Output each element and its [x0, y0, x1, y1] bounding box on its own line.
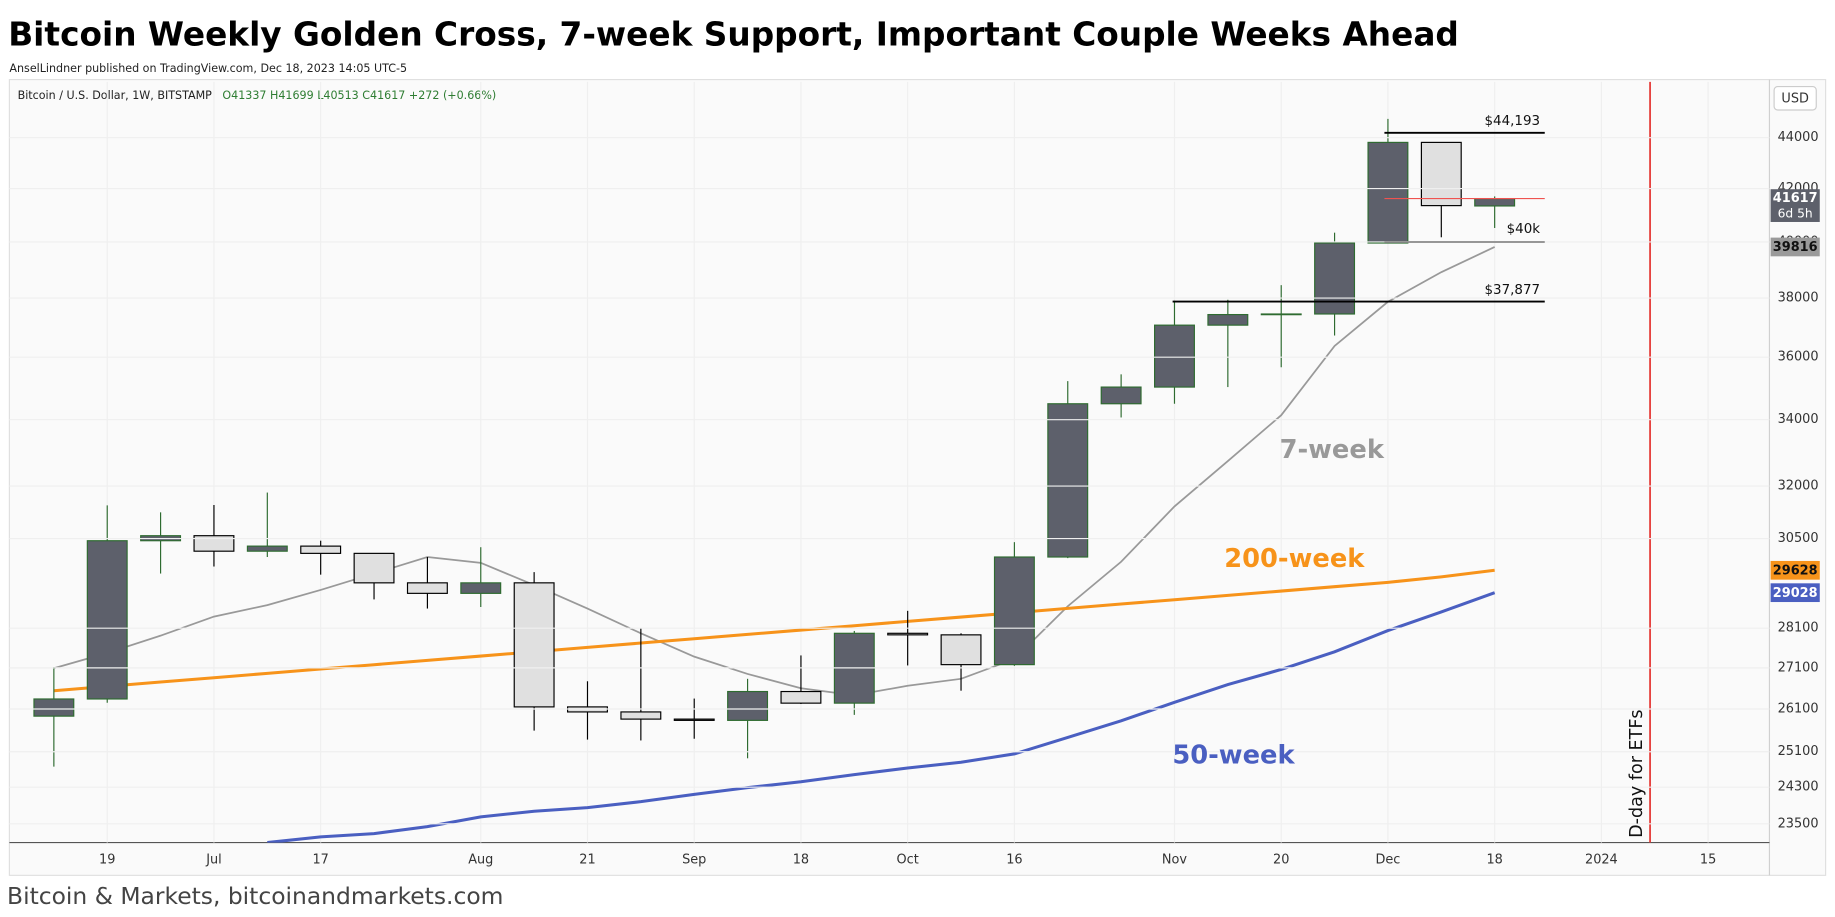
level-label: $37,877	[1484, 283, 1540, 298]
x-tick-label: 21	[579, 853, 595, 868]
candle-body	[353, 552, 395, 584]
series-label: 200-week	[1224, 544, 1365, 574]
candle-body	[1047, 403, 1089, 558]
price-tag-box	[1770, 583, 1820, 603]
candle-body	[513, 582, 555, 708]
x-tick-label: 17	[312, 853, 328, 868]
x-tick-label: 19	[99, 853, 115, 868]
candle-body	[620, 711, 662, 720]
candle-body	[406, 582, 448, 594]
moving-average	[53, 246, 1496, 697]
event-label: D-day for ETFs	[1627, 709, 1647, 837]
y-tick-label: 25100	[1778, 744, 1819, 759]
x-tick-label: Aug	[468, 853, 493, 868]
y-tick-label: 24300	[1778, 780, 1819, 795]
candle-body	[1474, 197, 1516, 207]
price-tag: 29628	[1773, 563, 1818, 578]
candle-body	[460, 582, 502, 594]
candle-body	[33, 698, 75, 717]
footer: Bitcoin & Markets, bitcoinandmarkets.com	[7, 882, 503, 910]
series-label: 7-week	[1280, 435, 1385, 465]
x-tick-label: 18	[793, 853, 809, 868]
candle-body	[300, 545, 342, 554]
price-tag: 29028	[1773, 586, 1818, 601]
plot-frame	[8, 78, 1827, 876]
candle-body	[1367, 141, 1409, 244]
y-tick-label: 36000	[1778, 350, 1819, 365]
candle-body	[1314, 242, 1356, 315]
candle-body	[1154, 324, 1195, 388]
price-tag: 39816	[1773, 240, 1818, 255]
x-tick-label: 18	[1486, 853, 1502, 868]
x-tick-label: Oct	[897, 853, 919, 868]
candle-body	[193, 535, 235, 552]
candle-body	[993, 556, 1035, 666]
y-tick-label: 32000	[1778, 479, 1819, 494]
candle-body	[246, 545, 288, 552]
countdown: 6d 5h	[1778, 206, 1813, 220]
candle-body	[1207, 313, 1249, 326]
y-tick-label: 28100	[1778, 621, 1819, 636]
x-tick-label: Jul	[205, 853, 222, 868]
candle-body	[727, 690, 769, 721]
candle-body	[1260, 313, 1302, 316]
moving-average	[53, 568, 1495, 693]
x-tick-label: Dec	[1375, 853, 1400, 868]
legend-symbol: Bitcoin / U.S. Dollar, 1W, BITSTAMP	[18, 89, 213, 102]
candle-body	[86, 540, 128, 700]
candle-body	[940, 634, 982, 666]
candle-body	[887, 632, 929, 636]
y-tick-label: 26100	[1778, 701, 1819, 716]
chart-title: Bitcoin Weekly Golden Cross, 7-week Supp…	[8, 15, 1459, 53]
price-tag-box	[1770, 560, 1820, 580]
price-tag-box	[1770, 237, 1820, 257]
x-tick-label: 20	[1273, 853, 1289, 868]
y-tick-label: 23500	[1778, 816, 1819, 831]
x-tick-label: Nov	[1162, 853, 1187, 868]
price-tag: 41617	[1773, 191, 1818, 206]
level-label: $44,193	[1484, 114, 1540, 129]
x-tick-label: 15	[1700, 853, 1716, 868]
currency: USD	[1781, 91, 1809, 106]
byline: AnselLindner published on TradingView.co…	[9, 62, 407, 75]
series-label: 50-week	[1172, 740, 1295, 770]
y-tick-label: 27100	[1778, 660, 1819, 675]
y-tick-label: 38000	[1778, 291, 1819, 306]
candle-body	[673, 718, 715, 721]
candle-body	[1100, 386, 1142, 405]
legend-ohlc: O41337 H41699 L40513 C41617 +272 (+0.66%…	[222, 89, 496, 102]
x-tick-label: 16	[1006, 853, 1022, 868]
currency-box	[1773, 86, 1817, 111]
x-tick-label: Sep	[682, 853, 706, 868]
y-tick-label: 44000	[1778, 130, 1819, 145]
price-tag-box	[1770, 189, 1820, 222]
y-tick-label: 30500	[1778, 531, 1819, 546]
level-label: $40k	[1507, 222, 1541, 237]
candle-body	[1420, 141, 1462, 207]
y-tick-label: 34000	[1778, 412, 1819, 427]
candle-body	[780, 690, 822, 704]
x-tick-label: 2024	[1585, 853, 1618, 868]
moving-average	[267, 591, 1496, 843]
